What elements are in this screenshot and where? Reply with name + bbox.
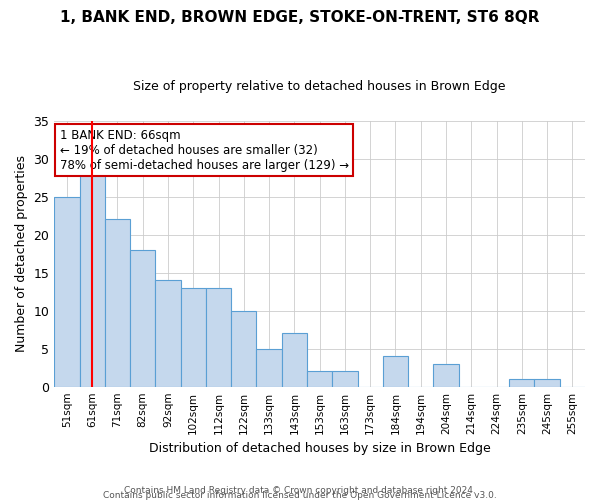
X-axis label: Distribution of detached houses by size in Brown Edge: Distribution of detached houses by size … xyxy=(149,442,491,455)
Bar xyxy=(54,196,80,386)
Bar xyxy=(105,220,130,386)
Bar xyxy=(256,348,282,387)
Bar xyxy=(80,166,105,386)
Bar xyxy=(433,364,458,386)
Bar xyxy=(155,280,181,386)
Title: Size of property relative to detached houses in Brown Edge: Size of property relative to detached ho… xyxy=(133,80,506,93)
Bar xyxy=(383,356,408,386)
Text: 1 BANK END: 66sqm
← 19% of detached houses are smaller (32)
78% of semi-detached: 1 BANK END: 66sqm ← 19% of detached hous… xyxy=(59,128,349,172)
Text: 1, BANK END, BROWN EDGE, STOKE-ON-TRENT, ST6 8QR: 1, BANK END, BROWN EDGE, STOKE-ON-TRENT,… xyxy=(60,10,540,25)
Bar xyxy=(509,379,535,386)
Bar xyxy=(206,288,231,386)
Bar xyxy=(332,372,358,386)
Bar xyxy=(130,250,155,386)
Bar xyxy=(231,310,256,386)
Text: Contains HM Land Registry data © Crown copyright and database right 2024.: Contains HM Land Registry data © Crown c… xyxy=(124,486,476,495)
Bar xyxy=(535,379,560,386)
Bar xyxy=(282,334,307,386)
Text: Contains public sector information licensed under the Open Government Licence v3: Contains public sector information licen… xyxy=(103,490,497,500)
Bar xyxy=(307,372,332,386)
Y-axis label: Number of detached properties: Number of detached properties xyxy=(15,155,28,352)
Bar xyxy=(181,288,206,386)
